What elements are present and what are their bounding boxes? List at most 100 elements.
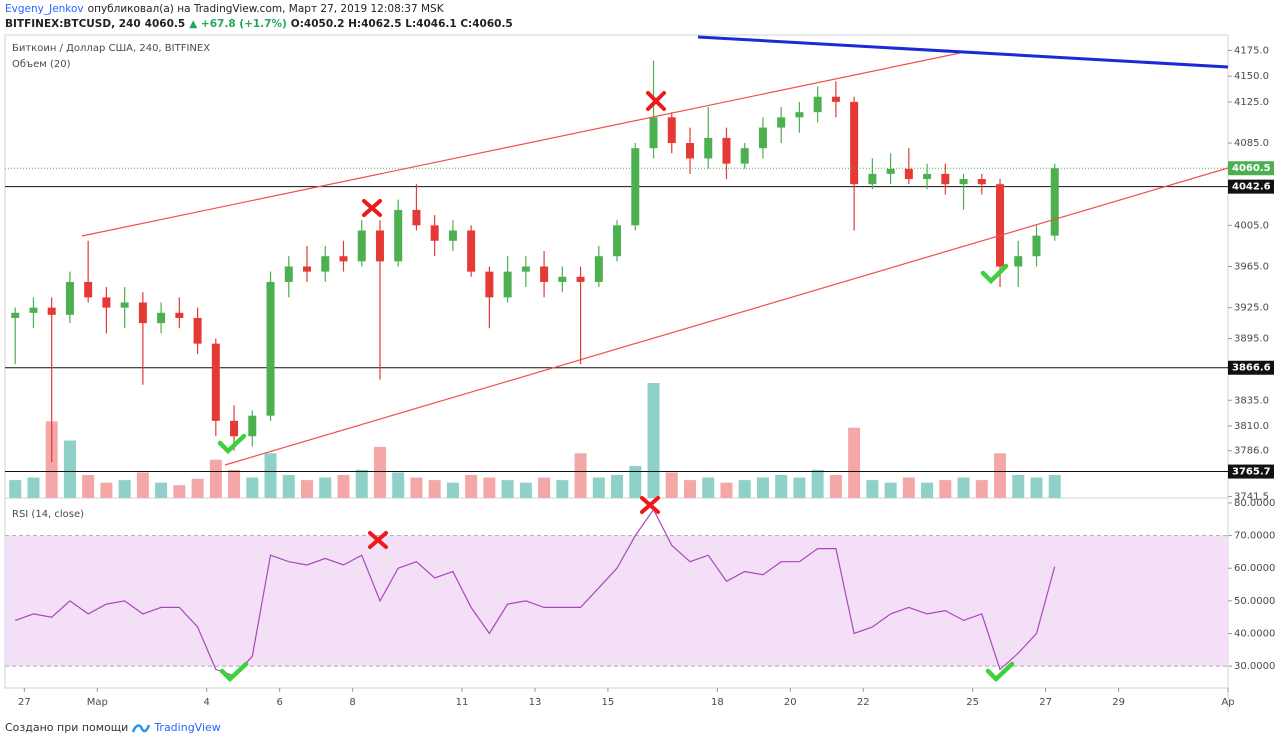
candle-body <box>284 266 293 282</box>
y-tick-label: 40.0000 <box>1234 628 1275 639</box>
candle-body <box>211 343 220 421</box>
y-tick-label: 4005.0 <box>1234 220 1269 231</box>
volume-bar <box>921 482 934 498</box>
y-tick-label: 70.0000 <box>1234 531 1275 542</box>
x-tick-label: 8 <box>349 697 355 708</box>
volume-bar <box>428 480 441 498</box>
y-tick-label: 3741.5 <box>1234 491 1269 502</box>
volume-bar <box>483 477 496 498</box>
level-label: 3866.6 <box>1232 363 1271 374</box>
x-tick-label: 29 <box>1112 697 1125 708</box>
candle-body <box>576 276 585 282</box>
chart-title: Биткоин / Доллар США, 240, BITFINEX <box>12 43 210 54</box>
trendline <box>224 167 1229 466</box>
candle-body <box>193 317 202 344</box>
y-tick-label: 30.0000 <box>1234 661 1275 672</box>
candle-body <box>29 307 38 313</box>
candle-body <box>923 173 932 180</box>
candle-body <box>777 117 786 128</box>
x-tick-label: 20 <box>784 697 797 708</box>
volume-bar <box>228 469 241 498</box>
candle-body <box>1050 168 1059 236</box>
x-tick-label: 22 <box>857 697 870 708</box>
volume-bar <box>574 453 587 498</box>
candle-body <box>649 117 658 149</box>
volume-bar <box>756 477 769 498</box>
y-tick-label: 4150.0 <box>1234 71 1269 82</box>
volume-bar <box>27 477 40 498</box>
x-tick-label: 11 <box>456 697 469 708</box>
candle-body <box>1014 256 1023 267</box>
trendline <box>697 35 1229 69</box>
volume-bar <box>337 475 350 498</box>
volume-bar <box>994 453 1007 498</box>
volume-bar <box>63 440 76 498</box>
candle-body <box>667 117 676 144</box>
published: опубликовал(а) на TradingView.com, Март … <box>87 3 444 15</box>
footer: Создано при помощи TradingView <box>5 721 221 734</box>
volume-bar <box>282 475 295 498</box>
candle-body <box>996 184 1005 267</box>
volume-bar <box>556 480 569 498</box>
author[interactable]: Evgeny_Jenkov <box>5 3 84 15</box>
volume-bar <box>82 475 95 498</box>
level-label-bg <box>1228 360 1274 375</box>
level-label-bg <box>1228 179 1274 194</box>
y-tick-label: 3835.0 <box>1234 395 1269 406</box>
candle-body <box>230 420 239 437</box>
volume-bar <box>501 480 514 498</box>
candle-body <box>448 230 457 241</box>
candle-body <box>339 256 348 262</box>
volume-bar <box>191 478 204 498</box>
volume-bar <box>246 477 259 498</box>
candle-body <box>959 179 968 185</box>
logo <box>132 723 151 732</box>
volume-bar <box>611 475 624 498</box>
footer-text: Создано при помощи <box>5 721 129 734</box>
volume-bar <box>392 472 405 498</box>
volume-bar <box>538 477 551 498</box>
footer-brand[interactable]: TradingView <box>154 721 221 734</box>
candle-body <box>248 415 257 437</box>
volume-bar <box>592 477 605 498</box>
level-label: 3765.7 <box>1232 467 1271 478</box>
candle-body <box>175 312 184 318</box>
y-tick-label: 3810.0 <box>1234 421 1269 432</box>
candle-body <box>430 225 439 241</box>
rsi-line <box>14 508 1056 677</box>
y-tick-label: 60.0000 <box>1234 563 1275 574</box>
header-line: Evgeny_Jenkov опубликовал(а) на TradingV… <box>5 3 444 15</box>
y-tick-label: 3895.0 <box>1234 334 1269 345</box>
volume-bar <box>647 383 660 498</box>
last-price-label: 4060.5 <box>1232 163 1271 174</box>
candle-body <box>758 127 767 149</box>
candle-body <box>357 230 366 262</box>
rsi-band <box>5 535 1228 667</box>
volume-bar <box>373 446 386 498</box>
candle-body <box>685 143 694 159</box>
x-tick-label: Мар <box>87 697 108 708</box>
x-tick-label: 4 <box>204 697 210 708</box>
candle-body <box>120 302 129 308</box>
volume-bar <box>173 485 186 498</box>
candle-body <box>850 101 859 185</box>
volume-bar <box>9 480 22 498</box>
volume-label: Объем (20) <box>12 59 71 70</box>
candle-body <box>722 137 731 164</box>
candle-body <box>467 230 476 272</box>
volume-bar <box>902 477 915 498</box>
y-tick-label: 50.0000 <box>1234 596 1275 607</box>
y-tick-label: 80.0000 <box>1234 498 1275 509</box>
volume-bar <box>829 475 842 498</box>
volume-bar <box>155 482 168 498</box>
candle-body <box>412 209 421 226</box>
candle-body <box>941 173 950 185</box>
candle-body <box>485 271 494 298</box>
volume-bar <box>884 482 897 498</box>
candle-body <box>795 112 804 118</box>
volume-bar <box>264 453 277 498</box>
candle-body <box>977 179 986 185</box>
